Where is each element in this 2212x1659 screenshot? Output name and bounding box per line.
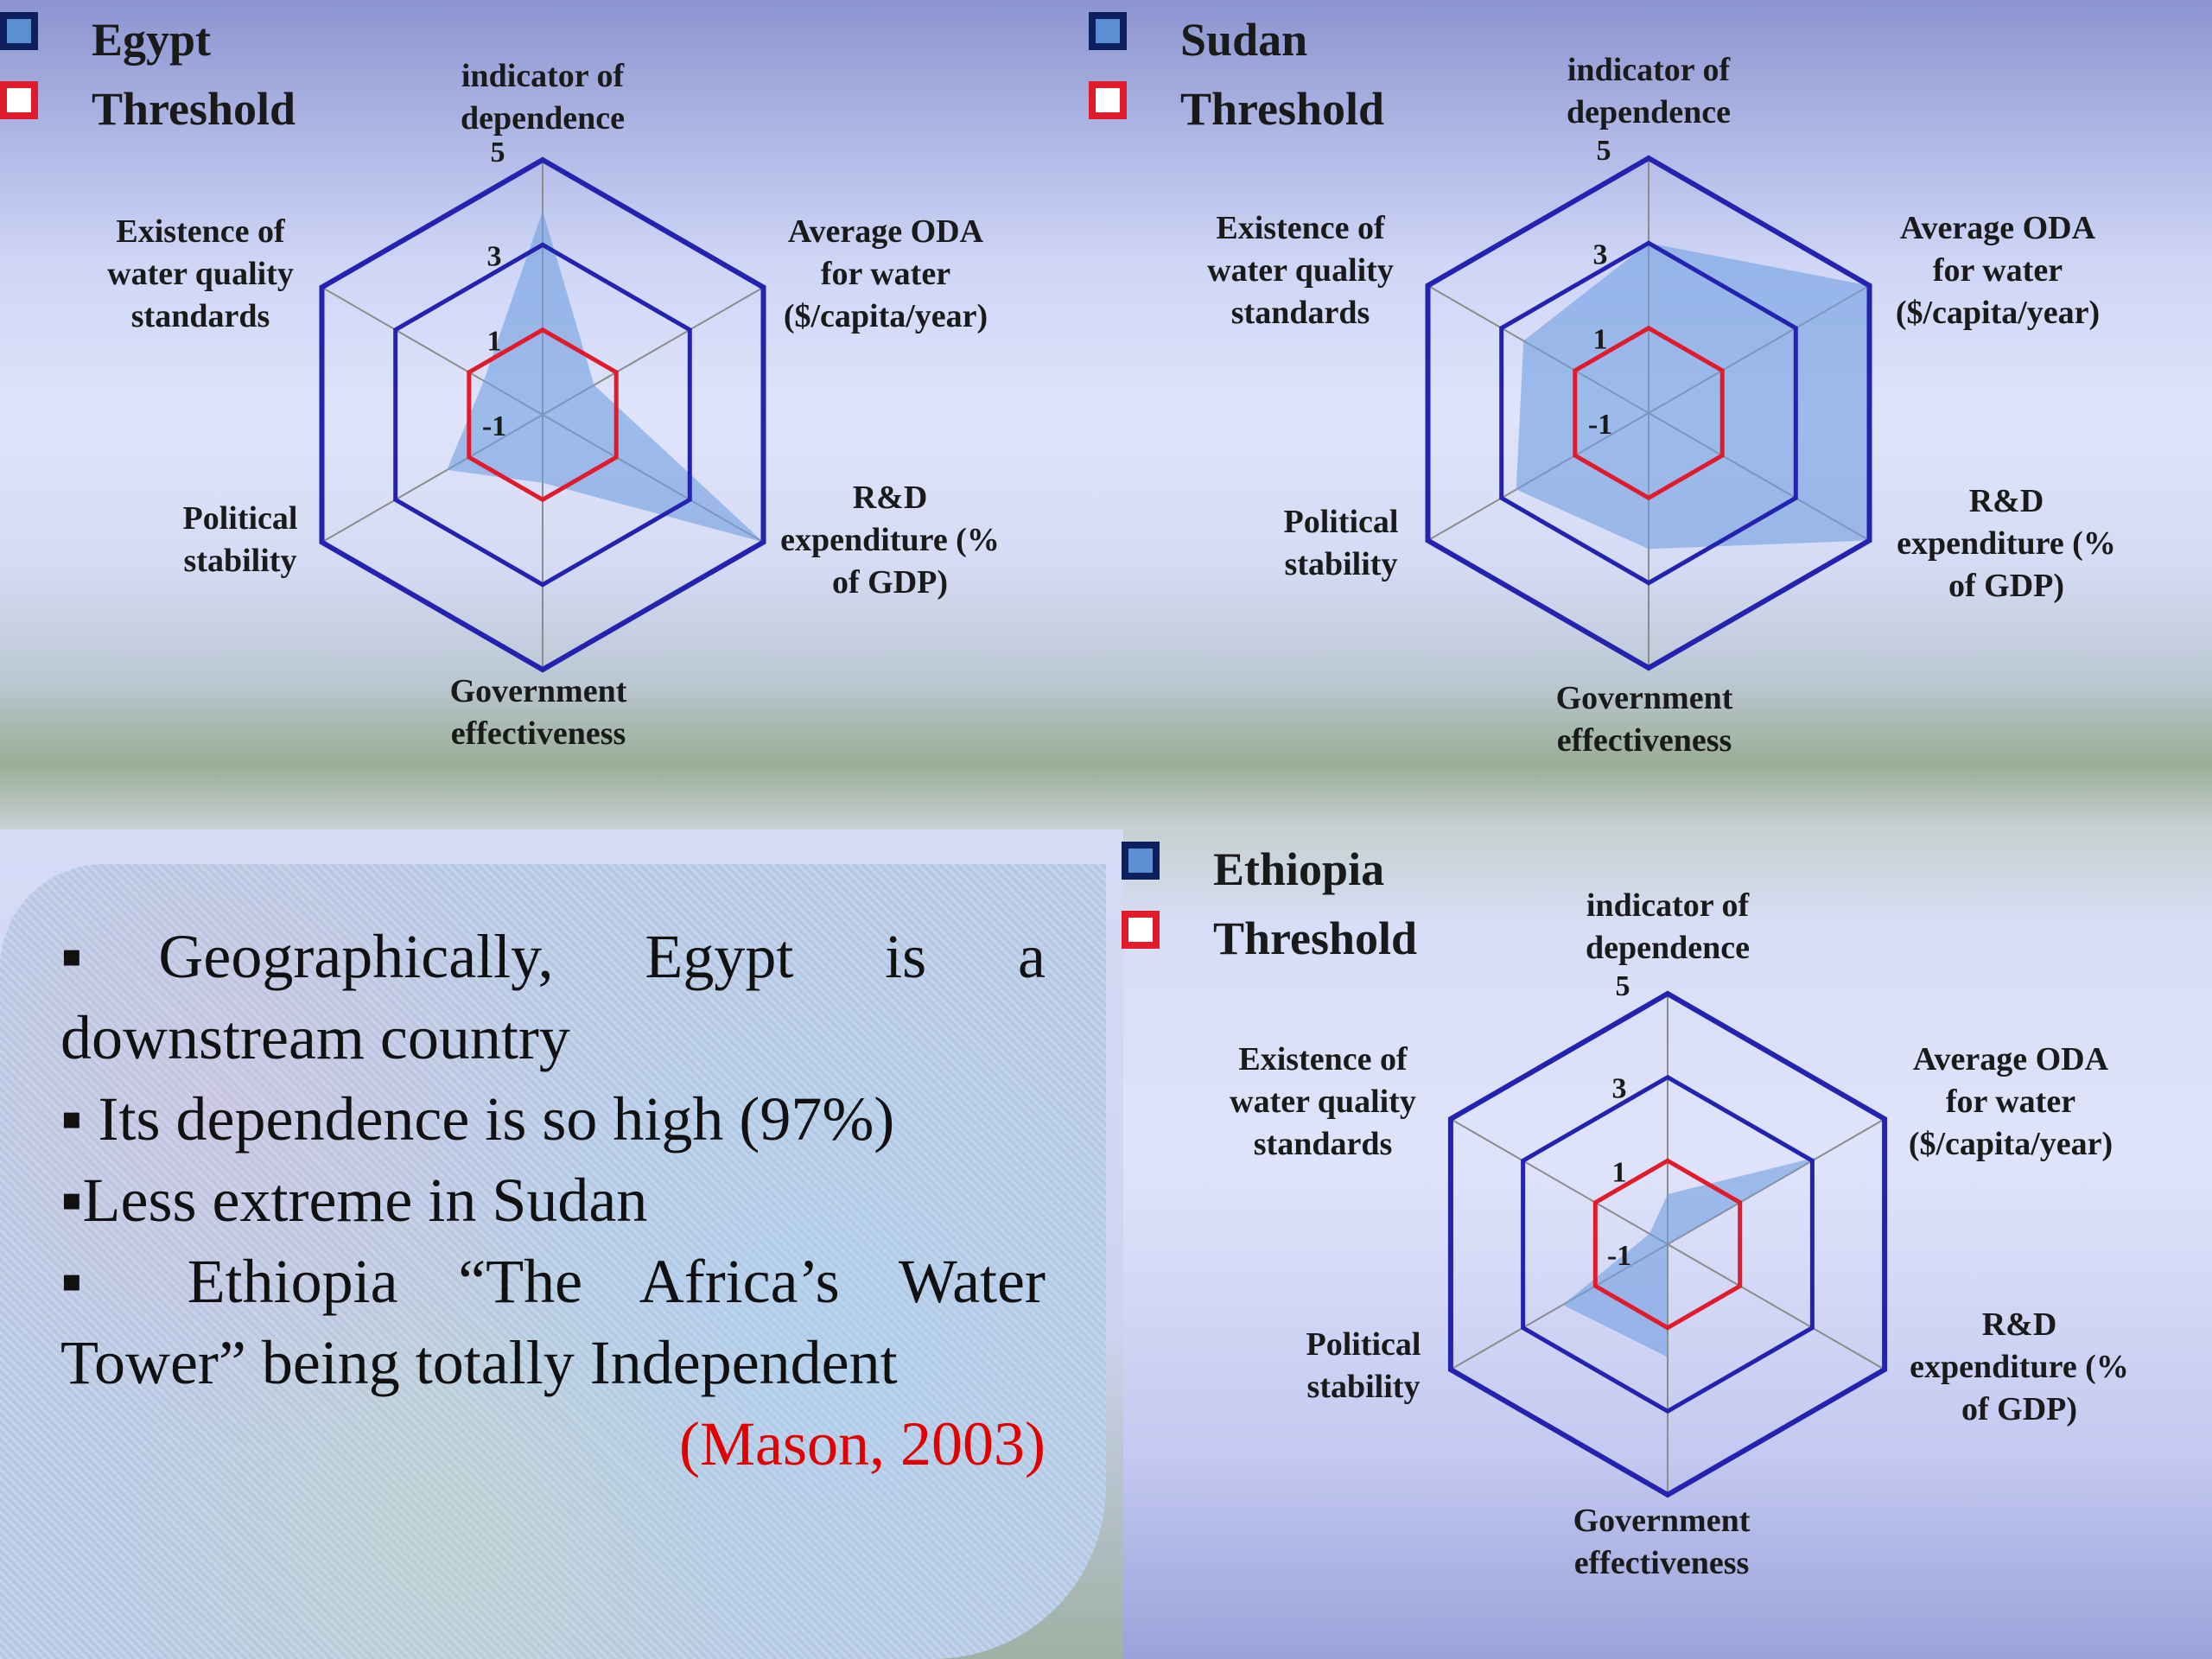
tick-label-3: 3 [1593, 238, 1608, 270]
axis-label: Existence of water quality standards [1230, 1041, 1416, 1162]
axis-label: Existence of water quality standards [107, 213, 294, 334]
tick-label-1: 1 [1612, 1156, 1627, 1188]
series-line-threshold [1573, 325, 1725, 501]
legend-swatch-egypt [0, 12, 38, 50]
series-line-threshold [1592, 1158, 1743, 1331]
tick-label-5: 5 [1597, 135, 1611, 167]
axis-label: Average ODA for water ($/capita/year) [1909, 1041, 2113, 1162]
legend-swatch-threshold [0, 81, 38, 119]
legend-label-threshold: Threshold [92, 83, 296, 135]
legend-label-sudan: Sudan [1180, 14, 1307, 66]
legend-label-threshold: Threshold [1213, 912, 1417, 964]
axis-label: Political stability [1306, 1326, 1421, 1405]
bullet-ethiopia-cont: Tower” being totally Independent [60, 1328, 898, 1397]
axis-label: Government effectiveness [1573, 1503, 1751, 1581]
grid-ring-3 [1499, 240, 1798, 586]
tick-label--1: -1 [482, 410, 506, 442]
legend-swatch-threshold [1122, 911, 1160, 949]
axis-label: R&D expenditure (% of GDP) [780, 480, 1000, 601]
radar-chart-sudan: 5 3 1 -1 indicator of dependence Average ODA fo… [1089, 12, 2116, 759]
citation: (Mason, 2003) [679, 1409, 1046, 1478]
series-area-ethiopia [1562, 1156, 1820, 1357]
tick-label-5: 5 [1616, 970, 1630, 1002]
grid-ring-5 [1425, 155, 1872, 671]
axis-label: Government effectiveness [450, 673, 627, 752]
tick-label-1: 1 [1593, 324, 1608, 356]
bullet-geography-cont: downstream country [60, 1003, 570, 1072]
axis-label: indicator of dependence [1567, 52, 1731, 130]
legend: Ethiopia Threshold [1122, 842, 1417, 964]
radar-chart-ethiopia: 5 3 1 -1 indicator of dependence Average ODA fo… [1122, 842, 2129, 1581]
axis-label: Average ODA for water ($/capita/year) [1896, 210, 2100, 331]
axis-spoke [1450, 1118, 1669, 1245]
grid-ring-5 [319, 156, 766, 673]
grid-ring-3 [393, 242, 692, 588]
axis-label: Government effectiveness [1556, 680, 1733, 759]
legend-label-ethiopia: Ethiopia [1213, 843, 1384, 895]
legend: Sudan Threshold [1089, 12, 1384, 135]
grid-ring-5 [1447, 990, 1888, 1498]
legend-label-egypt: Egypt [92, 14, 211, 66]
tick-label-5: 5 [491, 137, 505, 168]
axis-label: R&D expenditure (% of GDP) [1910, 1306, 2129, 1427]
text-panel [0, 864, 1106, 1659]
bullet-dependence: ▪ Its dependence is so high (97%) [60, 1084, 895, 1154]
axis-label: Existence of water quality standards [1207, 210, 1394, 331]
axis-label: Average ODA for water ($/capita/year) [784, 213, 988, 334]
axis-label: indicator of dependence [461, 58, 625, 137]
axis-label: indicator of dependence [1586, 887, 1750, 966]
tick-label-3: 3 [1612, 1073, 1627, 1105]
series-area-egypt [447, 211, 764, 543]
bullet-ethiopia: ▪ Ethiopia “The Africa’s Water [60, 1247, 1046, 1316]
tick-label-3: 3 [487, 240, 502, 272]
tick-label--1: -1 [1607, 1240, 1631, 1272]
axis-spoke [1667, 1118, 1885, 1245]
legend-swatch-ethiopia [1122, 842, 1160, 880]
legend-swatch-threshold [1089, 81, 1127, 119]
axis-spoke [1667, 1243, 1885, 1370]
bullet-geography: ▪Geographically, Egypt is a [60, 922, 1046, 991]
legend: Egypt Threshold [0, 12, 296, 135]
series-line-threshold [467, 327, 619, 503]
tick-label--1: -1 [1588, 409, 1612, 441]
legend-swatch-sudan [1089, 12, 1127, 50]
axis-label: Political stability [1284, 504, 1399, 582]
text-panel-content: ▪Geographically, Egypt is a downstream c… [60, 916, 1046, 1484]
axis-label: Political stability [183, 500, 298, 579]
legend-label-threshold: Threshold [1180, 83, 1384, 135]
bullet-sudan: ▪Less extreme in Sudan [60, 1166, 648, 1235]
axis-label: R&D expenditure (% of GDP) [1897, 483, 2116, 604]
tick-label-1: 1 [487, 326, 502, 358]
grid-ring-3 [1521, 1074, 1815, 1414]
radar-chart-egypt: 5 3 1 -1 indicator of dependence Average ODA fo… [0, 12, 1000, 752]
